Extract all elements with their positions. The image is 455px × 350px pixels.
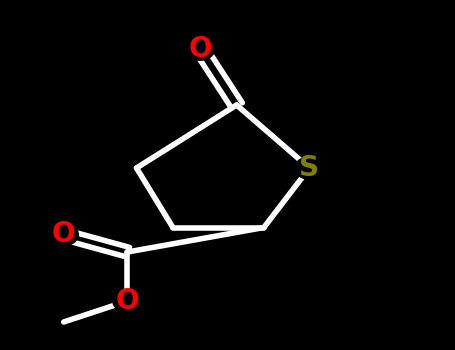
Text: O: O <box>116 287 139 315</box>
Circle shape <box>49 223 78 246</box>
Text: S: S <box>299 154 319 182</box>
Circle shape <box>186 38 215 60</box>
Circle shape <box>113 290 142 312</box>
Text: O: O <box>52 220 76 248</box>
Circle shape <box>295 157 324 179</box>
Text: O: O <box>188 35 212 63</box>
